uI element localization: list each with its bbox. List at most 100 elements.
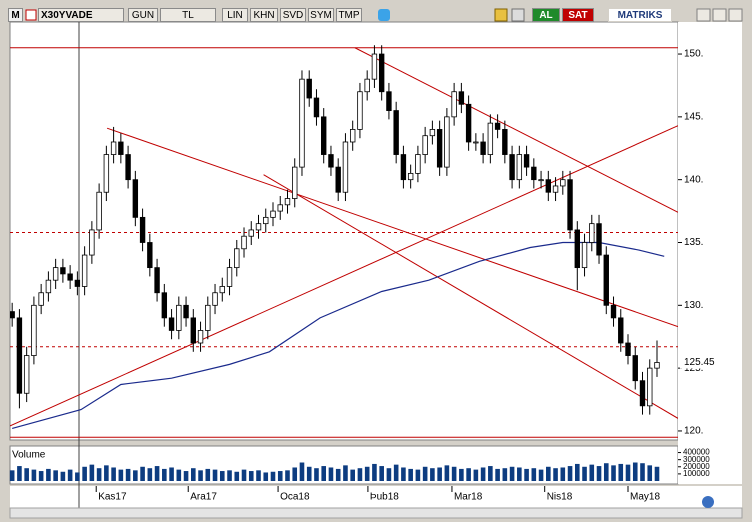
candle-body bbox=[45, 279, 52, 294]
volume-bar bbox=[38, 471, 44, 481]
refresh-icon[interactable] bbox=[494, 8, 508, 22]
candle-body bbox=[400, 154, 407, 181]
volume-bar bbox=[459, 468, 464, 481]
candle-body bbox=[284, 198, 291, 206]
zoom-icon[interactable] bbox=[702, 496, 714, 508]
twitter-icon[interactable] bbox=[378, 9, 390, 21]
candle-body bbox=[89, 229, 95, 256]
candle-body bbox=[23, 355, 30, 394]
volume-bar bbox=[147, 468, 153, 481]
settings-icon[interactable] bbox=[511, 8, 525, 22]
volume-tick-label: 300000 bbox=[683, 455, 710, 464]
y-tick-label: 120. bbox=[684, 426, 703, 437]
candle-body bbox=[183, 304, 189, 319]
toolbar-button[interactable]: TMP bbox=[336, 8, 362, 22]
symbol-checkbox[interactable] bbox=[25, 9, 37, 21]
last-price-label: 125.45 bbox=[684, 357, 715, 368]
x-tick-label: Mar18 bbox=[454, 492, 483, 503]
candle-body bbox=[378, 53, 385, 93]
volume-bar bbox=[357, 468, 363, 481]
candle-body bbox=[647, 367, 653, 407]
volume-bar bbox=[473, 469, 479, 481]
volume-bar bbox=[335, 468, 341, 481]
toolbar-button[interactable]: TL bbox=[160, 8, 216, 22]
symbol-field[interactable]: X30YVADE bbox=[38, 8, 124, 22]
scrollbar[interactable] bbox=[9, 507, 743, 519]
volume-bar bbox=[104, 465, 109, 481]
x-tick-label: Kas17 bbox=[98, 492, 127, 503]
candle-body bbox=[38, 292, 44, 306]
volume-bar bbox=[582, 466, 587, 481]
volume-bar bbox=[430, 468, 435, 481]
close-button[interactable] bbox=[728, 8, 743, 22]
volume-bar bbox=[285, 470, 290, 481]
volume-tick-label: 200000 bbox=[683, 462, 710, 471]
volume-bar bbox=[625, 464, 631, 481]
candle-body bbox=[531, 166, 537, 181]
candle-body bbox=[299, 78, 305, 168]
sell-button[interactable]: SAT bbox=[562, 8, 594, 22]
volume-bar bbox=[393, 464, 399, 481]
candle-body bbox=[487, 122, 494, 155]
candle-body bbox=[451, 91, 457, 118]
candle-body bbox=[292, 166, 298, 199]
candle-body bbox=[393, 110, 399, 155]
volume-bar bbox=[401, 467, 406, 481]
candle-body bbox=[212, 292, 218, 306]
volume-bar bbox=[379, 466, 384, 481]
x-tick-label: Oca18 bbox=[280, 492, 310, 503]
volume-bar bbox=[67, 469, 73, 481]
buy-button[interactable]: AL bbox=[532, 8, 560, 22]
candle-body bbox=[103, 154, 110, 193]
candle-body bbox=[596, 223, 602, 256]
volume-bar bbox=[546, 466, 551, 481]
volume-bar bbox=[176, 469, 182, 481]
candle-body bbox=[581, 242, 588, 269]
candle-body bbox=[52, 267, 59, 281]
toolbar-button[interactable]: KHN bbox=[250, 8, 278, 22]
toolbar-button[interactable]: LIN bbox=[222, 8, 248, 22]
candle-body bbox=[523, 154, 530, 168]
candle-body bbox=[328, 154, 334, 168]
volume-bar bbox=[466, 468, 471, 481]
volume-bar bbox=[60, 471, 66, 481]
minimize-button[interactable] bbox=[696, 8, 711, 22]
candle-body bbox=[306, 78, 312, 99]
candle-body bbox=[197, 330, 204, 344]
candle-body bbox=[371, 53, 378, 80]
volume-bar bbox=[118, 469, 124, 481]
volume-bar bbox=[372, 463, 377, 481]
price-axis-area bbox=[678, 22, 742, 484]
volume-bar bbox=[234, 471, 240, 481]
volume-bar bbox=[227, 470, 232, 481]
volume-bar bbox=[96, 468, 102, 481]
toolbar-button[interactable]: SVD bbox=[280, 8, 306, 22]
y-tick-label: 145. bbox=[684, 111, 703, 122]
maximize-button[interactable] bbox=[712, 8, 727, 22]
x-tick-label: Ara17 bbox=[190, 492, 217, 503]
candle-body bbox=[277, 204, 283, 212]
volume-bar bbox=[611, 465, 616, 481]
candle-body bbox=[125, 154, 131, 181]
volume-bar bbox=[154, 466, 160, 481]
y-tick-label: 135. bbox=[684, 237, 703, 248]
toolbar-button[interactable]: GUN bbox=[128, 8, 158, 22]
toolbar-button[interactable]: SYM bbox=[308, 8, 334, 22]
volume-bar bbox=[111, 467, 116, 481]
volume-bar bbox=[422, 466, 428, 481]
volume-bar bbox=[89, 464, 95, 481]
candle-body bbox=[234, 248, 240, 269]
candle-body bbox=[654, 362, 660, 369]
candle-body bbox=[625, 342, 631, 356]
volume-bar bbox=[567, 466, 573, 481]
volume-bar bbox=[531, 468, 537, 481]
candle-body bbox=[31, 304, 37, 356]
candle-body bbox=[60, 267, 66, 275]
volume-bar bbox=[408, 468, 413, 481]
candle-body bbox=[219, 286, 225, 294]
candle-body bbox=[168, 317, 175, 331]
candle-body bbox=[342, 141, 349, 193]
x-tick-label: May18 bbox=[630, 492, 660, 503]
volume-bar bbox=[603, 463, 609, 481]
volume-bar bbox=[198, 470, 203, 481]
